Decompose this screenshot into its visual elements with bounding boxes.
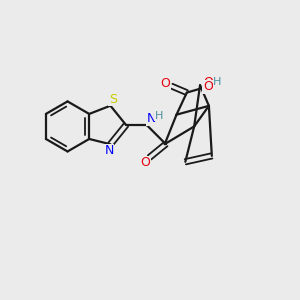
Text: O: O [203,76,213,89]
Text: O: O [203,80,213,93]
Text: O: O [161,77,170,90]
Text: H: H [213,77,222,87]
Text: N: N [104,144,114,157]
Text: H: H [155,110,163,121]
Text: O: O [140,156,150,169]
Text: N: N [146,112,156,125]
Text: S: S [109,93,117,106]
